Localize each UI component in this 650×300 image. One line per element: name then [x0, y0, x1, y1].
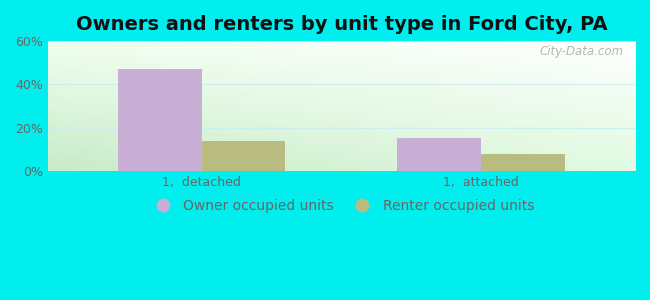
Title: Owners and renters by unit type in Ford City, PA: Owners and renters by unit type in Ford …: [75, 15, 607, 34]
Bar: [397, 139, 481, 171]
Legend: Owner occupied units, Renter occupied units: Owner occupied units, Renter occupied un…: [143, 194, 540, 218]
Bar: [118, 69, 202, 171]
Bar: [202, 141, 285, 171]
Text: City-Data.com: City-Data.com: [539, 45, 623, 58]
Bar: [481, 154, 565, 171]
